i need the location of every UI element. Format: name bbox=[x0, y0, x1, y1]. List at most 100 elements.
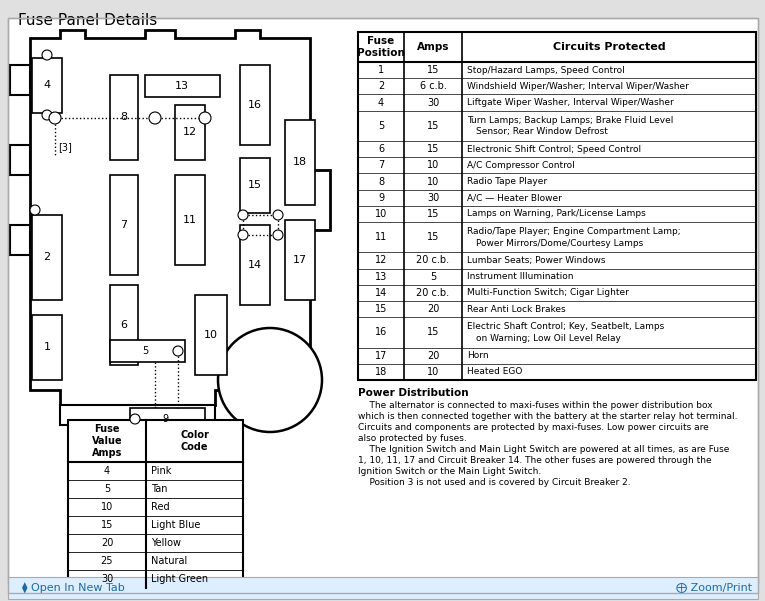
Text: on Warning; Low Oil Level Relay: on Warning; Low Oil Level Relay bbox=[476, 334, 621, 343]
Text: 30: 30 bbox=[101, 574, 113, 584]
Text: 10: 10 bbox=[204, 330, 218, 340]
Text: Tan: Tan bbox=[151, 484, 168, 494]
Text: 1: 1 bbox=[44, 342, 50, 352]
Bar bbox=[68, 420, 243, 588]
Text: 4: 4 bbox=[44, 80, 50, 90]
Text: 11: 11 bbox=[375, 232, 387, 242]
Text: 6: 6 bbox=[121, 320, 128, 330]
Circle shape bbox=[42, 110, 52, 120]
Text: Liftgate Wiper Washer, Interval Wiper/Washer: Liftgate Wiper Washer, Interval Wiper/Wa… bbox=[467, 98, 674, 107]
Text: 15: 15 bbox=[427, 121, 439, 131]
Text: Electric Shaft Control; Key, Seatbelt, Lamps: Electric Shaft Control; Key, Seatbelt, L… bbox=[467, 323, 664, 332]
Text: 9: 9 bbox=[378, 193, 384, 203]
Circle shape bbox=[238, 210, 248, 220]
Text: 17: 17 bbox=[375, 350, 387, 361]
Text: Pink: Pink bbox=[151, 466, 171, 476]
Text: A/C Compressor Control: A/C Compressor Control bbox=[467, 161, 575, 170]
Text: Circuits Protected: Circuits Protected bbox=[552, 42, 666, 52]
Text: 16: 16 bbox=[375, 328, 387, 337]
Circle shape bbox=[130, 414, 140, 424]
Bar bbox=[10, 225, 30, 255]
Bar bbox=[32, 58, 62, 113]
Text: 13: 13 bbox=[375, 272, 387, 282]
Text: 12: 12 bbox=[183, 127, 197, 137]
Text: Yellow: Yellow bbox=[151, 538, 181, 548]
Text: 11: 11 bbox=[183, 215, 197, 225]
Text: 20: 20 bbox=[427, 304, 439, 314]
Text: Radio/Tape Player; Engine Compartment Lamp;: Radio/Tape Player; Engine Compartment La… bbox=[467, 227, 681, 236]
Bar bbox=[240, 65, 270, 145]
Text: 18: 18 bbox=[375, 367, 387, 377]
Text: Red: Red bbox=[151, 502, 170, 512]
Text: 14: 14 bbox=[248, 260, 262, 270]
Bar bbox=[240, 158, 270, 213]
Text: ⧫ Open In New Tab: ⧫ Open In New Tab bbox=[22, 582, 125, 594]
Text: 15: 15 bbox=[427, 209, 439, 219]
Circle shape bbox=[173, 346, 183, 356]
Text: ⨁ Zoom/Print: ⨁ Zoom/Print bbox=[675, 583, 752, 593]
Text: The alternator is connected to maxi-fuses within the power distribution box: The alternator is connected to maxi-fuse… bbox=[358, 401, 713, 410]
PathPatch shape bbox=[30, 30, 330, 405]
Bar bbox=[10, 65, 30, 95]
Text: 5: 5 bbox=[430, 272, 436, 282]
Text: The Ignition Switch and Main Light Switch are powered at all times, as are Fuse: The Ignition Switch and Main Light Switc… bbox=[358, 445, 729, 454]
Text: A/C — Heater Blower: A/C — Heater Blower bbox=[467, 194, 562, 203]
Text: 20: 20 bbox=[427, 350, 439, 361]
Text: 30: 30 bbox=[427, 97, 439, 108]
Bar bbox=[110, 340, 185, 362]
Text: 4: 4 bbox=[104, 466, 110, 476]
Text: 25: 25 bbox=[101, 556, 113, 566]
Text: 10: 10 bbox=[427, 367, 439, 377]
Text: Natural: Natural bbox=[151, 556, 187, 566]
Text: 6 c.b.: 6 c.b. bbox=[419, 81, 447, 91]
Text: 16: 16 bbox=[248, 100, 262, 110]
Text: 4: 4 bbox=[378, 97, 384, 108]
Text: Instrument Illumination: Instrument Illumination bbox=[467, 272, 574, 281]
Text: 10: 10 bbox=[375, 209, 387, 219]
Text: Heated EGO: Heated EGO bbox=[467, 367, 522, 376]
Text: 15: 15 bbox=[101, 520, 113, 530]
Bar bbox=[358, 32, 756, 380]
Text: 2: 2 bbox=[44, 252, 50, 262]
Text: 5: 5 bbox=[378, 121, 384, 131]
Text: 18: 18 bbox=[293, 157, 307, 167]
Text: 8: 8 bbox=[120, 112, 128, 122]
Text: Horn: Horn bbox=[467, 351, 489, 360]
Text: 13: 13 bbox=[175, 81, 189, 91]
Text: 7: 7 bbox=[378, 160, 384, 170]
Text: also protected by fuses.: also protected by fuses. bbox=[358, 434, 467, 443]
Bar bbox=[110, 285, 138, 365]
Text: Electronic Shift Control; Speed Control: Electronic Shift Control; Speed Control bbox=[467, 145, 641, 154]
Bar bbox=[285, 220, 315, 300]
Circle shape bbox=[218, 328, 322, 432]
Circle shape bbox=[49, 112, 61, 124]
Text: 12: 12 bbox=[375, 255, 387, 266]
Text: Turn Lamps; Backup Lamps; Brake Fluid Level: Turn Lamps; Backup Lamps; Brake Fluid Le… bbox=[467, 116, 673, 125]
Text: 2: 2 bbox=[378, 81, 384, 91]
Circle shape bbox=[149, 112, 161, 124]
Circle shape bbox=[273, 230, 283, 240]
Text: 6: 6 bbox=[378, 144, 384, 154]
Text: Rear Anti Lock Brakes: Rear Anti Lock Brakes bbox=[467, 305, 565, 314]
Text: Circuits and components are protected by maxi-fuses. Low power circuits are: Circuits and components are protected by… bbox=[358, 423, 708, 432]
Bar bbox=[175, 175, 205, 265]
Text: Color
Code: Color Code bbox=[180, 430, 209, 452]
Text: 15: 15 bbox=[375, 304, 387, 314]
Text: [3]: [3] bbox=[58, 142, 72, 152]
Text: 17: 17 bbox=[293, 255, 307, 265]
Text: Power Mirrors/Dome/Courtesy Lamps: Power Mirrors/Dome/Courtesy Lamps bbox=[476, 239, 643, 248]
Text: Multi-Function Switch; Cigar Lighter: Multi-Function Switch; Cigar Lighter bbox=[467, 288, 629, 297]
Text: 7: 7 bbox=[120, 220, 128, 230]
Text: 9: 9 bbox=[162, 414, 168, 424]
Text: 15: 15 bbox=[427, 144, 439, 154]
Bar bbox=[240, 225, 270, 305]
Bar bbox=[32, 315, 62, 380]
Text: 8: 8 bbox=[378, 177, 384, 186]
Text: 1: 1 bbox=[378, 65, 384, 75]
Bar bbox=[60, 405, 215, 425]
Circle shape bbox=[42, 50, 52, 60]
Bar bbox=[32, 215, 62, 300]
Bar bbox=[110, 175, 138, 275]
Text: which is then connected together with the battery at the starter relay hot termi: which is then connected together with th… bbox=[358, 412, 737, 421]
Circle shape bbox=[199, 112, 211, 124]
